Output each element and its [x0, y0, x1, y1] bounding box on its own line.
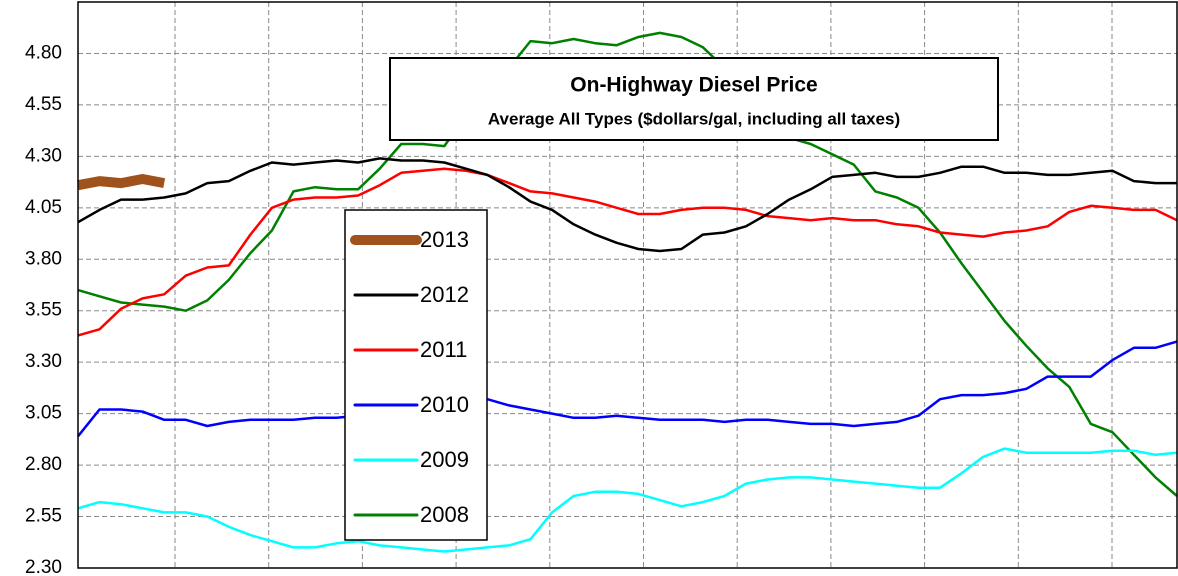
y-tick-label: 4.05 — [25, 197, 62, 218]
y-tick-label: 3.30 — [25, 351, 62, 372]
legend-label: 2011 — [420, 337, 467, 362]
chart-subtitle: Average All Types ($dollars/gal, includi… — [488, 109, 900, 128]
y-tick-label: 2.30 — [25, 557, 62, 576]
series-line — [77, 157, 1177, 253]
y-tick-label: 2.55 — [25, 506, 62, 527]
y-tick-label: 4.55 — [25, 94, 62, 115]
legend-label: 2008 — [420, 502, 469, 527]
y-tick-label: 2.80 — [25, 454, 62, 475]
legend-frame — [344, 209, 488, 541]
plot-frame — [77, 1, 1178, 569]
series-line — [77, 340, 1178, 438]
y-tick-label: 4.30 — [25, 145, 62, 166]
y-tick-label: 3.05 — [25, 403, 62, 424]
legend-label: 2012 — [420, 282, 469, 307]
title-box: On-Highway Diesel Price Average All Type… — [389, 57, 999, 141]
chart-title: On-Highway Diesel Price — [570, 74, 817, 97]
legend-label: 2009 — [420, 447, 469, 472]
y-tick-label: 4.80 — [25, 42, 62, 63]
series-line — [77, 31, 1178, 497]
legend-label: 2013 — [420, 227, 469, 252]
legend-label: 2010 — [420, 392, 469, 417]
series-line — [77, 167, 1178, 337]
title-frame — [389, 57, 999, 141]
series-line — [77, 447, 1178, 553]
series-line — [77, 174, 166, 191]
plot — [77, 31, 1178, 553]
legend: 2013 2012 2011 2010 2009 2008 — [344, 209, 488, 541]
y-tick-label: 3.55 — [25, 300, 62, 321]
y-tick-label: 3.80 — [25, 248, 62, 269]
